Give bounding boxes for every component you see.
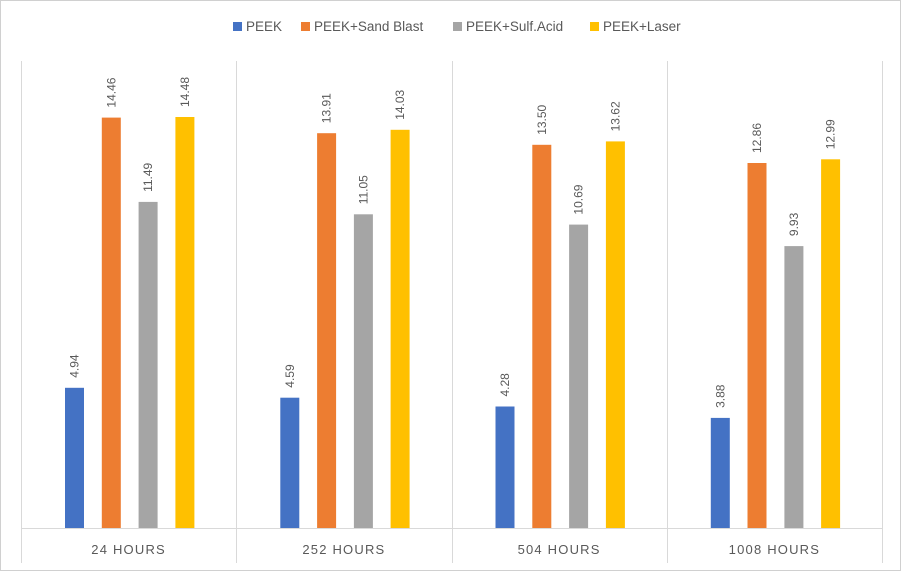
category-label-4: 1008 HOURS bbox=[729, 542, 820, 557]
legend-label-4: PEEK+Laser bbox=[603, 19, 681, 34]
bar-4-3 bbox=[605, 141, 625, 528]
data-label-2-3: 13.50 bbox=[535, 104, 549, 134]
bar-1-4 bbox=[710, 417, 730, 528]
bar-4-4 bbox=[821, 159, 841, 529]
bar-3-2 bbox=[353, 214, 373, 529]
legend-label-3: PEEK+Sulf.Acid bbox=[466, 19, 563, 34]
data-label-1-1: 4.94 bbox=[68, 354, 82, 378]
data-label-1-2: 4.59 bbox=[283, 364, 297, 388]
data-label-3-3: 10.69 bbox=[572, 184, 586, 214]
data-label-4-3: 13.62 bbox=[608, 101, 622, 131]
data-label-4-2: 14.03 bbox=[393, 89, 407, 119]
data-label-3-2: 11.05 bbox=[356, 175, 370, 204]
data-label-2-4: 12.86 bbox=[750, 123, 764, 153]
bars bbox=[65, 117, 841, 529]
bar-2-3 bbox=[532, 144, 552, 529]
bar-3-4 bbox=[784, 246, 804, 528]
bar-1-1 bbox=[65, 387, 84, 528]
bar-1-3 bbox=[495, 406, 515, 528]
category-label-2: 252 HOURS bbox=[302, 542, 385, 557]
data-label-4-1: 14.48 bbox=[178, 77, 192, 107]
data-label-4-4: 12.99 bbox=[824, 119, 838, 149]
category-separators bbox=[21, 61, 883, 563]
data-label-1-3: 4.28 bbox=[498, 373, 512, 397]
data-label-2-2: 13.91 bbox=[320, 93, 334, 123]
data-label-3-4: 9.93 bbox=[787, 212, 801, 236]
data-label-1-4: 3.88 bbox=[713, 384, 727, 408]
legend-label-2: PEEK+Sand Blast bbox=[314, 19, 423, 34]
bar-3-1 bbox=[138, 201, 158, 528]
legend-swatch-1 bbox=[233, 22, 242, 31]
data-labels: 4.94 14.46 11.49 14.48 4.59 13.91 11.05 14.03 4.… bbox=[68, 77, 838, 408]
legend-label-1: PEEK bbox=[246, 19, 282, 34]
data-label-3-1: 11.49 bbox=[141, 162, 155, 191]
bar-3-3 bbox=[569, 224, 589, 528]
category-label-1: 24 HOURS bbox=[91, 542, 166, 557]
bar-1-2 bbox=[280, 397, 300, 528]
legend-swatch-4 bbox=[590, 22, 599, 31]
category-labels: 24 HOURS 252 HOURS 504 HOURS 1008 HOURS bbox=[91, 542, 820, 557]
bar-2-2 bbox=[317, 133, 337, 528]
legend-swatch-3 bbox=[453, 22, 462, 31]
bar-4-2 bbox=[390, 129, 410, 529]
bar-2-1 bbox=[101, 117, 121, 528]
data-label-2-1: 14.46 bbox=[104, 77, 118, 107]
legend: PEEK PEEK+Sand Blast PEEK+Sulf.Acid PEEK+La… bbox=[233, 19, 681, 34]
legend-swatch-2 bbox=[301, 22, 310, 31]
category-label-3: 504 HOURS bbox=[518, 542, 601, 557]
bar-4-1 bbox=[175, 117, 195, 528]
bar-2-4 bbox=[747, 163, 767, 528]
